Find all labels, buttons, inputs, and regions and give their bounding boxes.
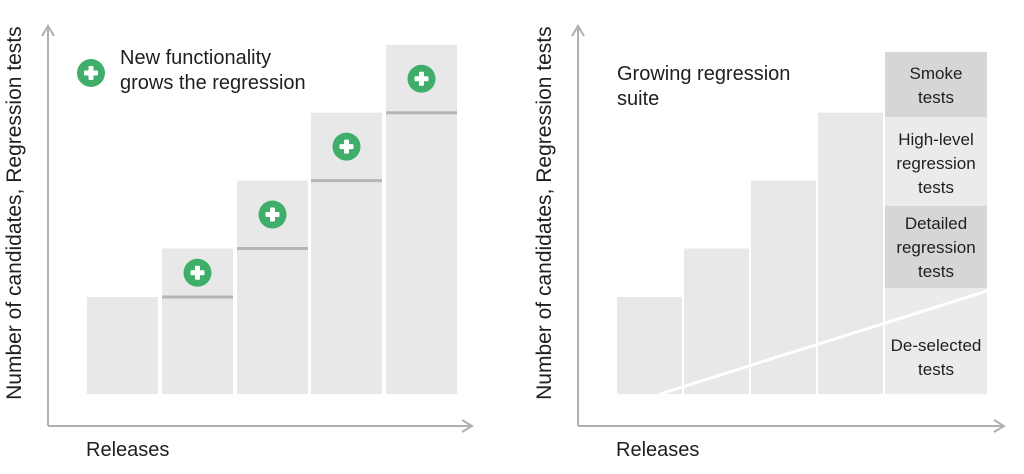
right-bar-3 bbox=[751, 180, 816, 394]
plus-circle-icon-4-bar-v bbox=[419, 71, 424, 86]
right-bar-1 bbox=[617, 297, 682, 394]
left-bar-1 bbox=[87, 297, 158, 394]
left-y-axis-label: Number of candidates, Regression tests bbox=[2, 26, 26, 400]
plus-circle-icon-2-bar-v bbox=[270, 207, 275, 222]
right-x-arrow-icon bbox=[993, 419, 1006, 433]
segment-high-level-regression-tests: High-level regression tests bbox=[896, 130, 976, 197]
deselection-line bbox=[659, 288, 991, 396]
left-y-arrow-icon bbox=[41, 24, 55, 37]
right-x-axis-label: Releases bbox=[616, 439, 700, 461]
right-title: Growing regression suite bbox=[617, 63, 791, 110]
right-bar-2 bbox=[684, 248, 749, 394]
right-stack-segment-3 bbox=[885, 206, 987, 288]
left-x-arrow-icon bbox=[461, 419, 474, 433]
right-y-axis-label: Number of candidates, Regression tests bbox=[532, 26, 556, 400]
left-bar-5 bbox=[386, 44, 457, 395]
segment-smoke-tests: Smoke tests bbox=[909, 64, 963, 107]
left-legend-text: New functionality grows the regression bbox=[120, 47, 306, 94]
segment-de-selected-tests: De-selected tests bbox=[890, 336, 982, 379]
plus-circle-icon-3-bar-v bbox=[344, 139, 349, 154]
segment-detailed-regression-tests: Detailed regression tests bbox=[896, 214, 976, 281]
right-y-arrow-icon bbox=[571, 24, 585, 37]
right-bar-4 bbox=[818, 112, 883, 394]
left-x-axis-label: Releases bbox=[86, 439, 170, 461]
plus-circle-icon-1-bar-v bbox=[195, 265, 200, 280]
legend-plus-circle-icon-bar-v bbox=[88, 66, 94, 80]
right-stack-segment-1 bbox=[885, 52, 987, 117]
right-stack-segment-2 bbox=[885, 117, 987, 206]
